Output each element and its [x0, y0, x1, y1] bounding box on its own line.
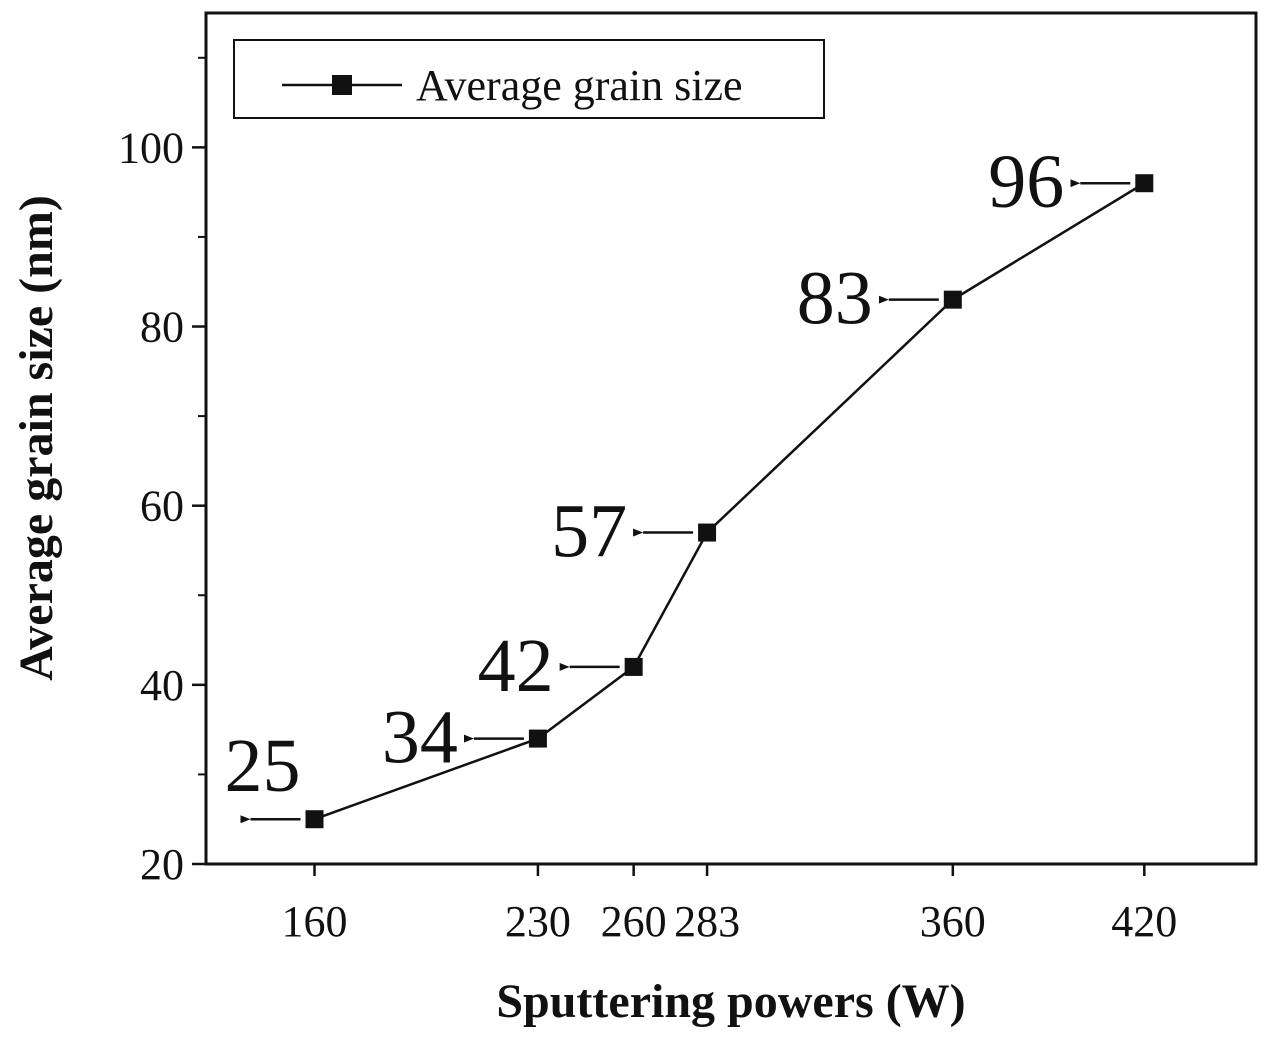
y-tick-label-80: 80	[140, 303, 184, 352]
x-tick-label-160: 160	[282, 897, 348, 946]
y-axis-title: Average grain size (nm)	[10, 195, 63, 681]
annotation-label-57: 57	[551, 490, 627, 574]
data-point-420	[1135, 174, 1154, 193]
y-tick-label-60: 60	[140, 482, 184, 531]
x-axis: 160 230 260 283 360 420	[282, 864, 1177, 946]
legend: Average grain size	[233, 39, 825, 119]
y-tick-label-100: 100	[118, 123, 184, 172]
plot-frame	[204, 11, 1258, 866]
x-tick-label-260: 260	[601, 897, 667, 946]
data-point-230	[528, 729, 547, 748]
x-tick-label-420: 420	[1111, 897, 1177, 946]
data-point-360	[943, 290, 962, 309]
x-tick-label-230: 230	[505, 897, 571, 946]
annotation-label-34: 34	[382, 696, 458, 780]
data-point-283	[698, 523, 717, 542]
y-tick-label-40: 40	[140, 661, 184, 710]
x-tick-label-283: 283	[674, 897, 740, 946]
data-point-260	[624, 657, 643, 676]
annotation-label-83: 83	[797, 257, 873, 341]
y-tick-label-20: 20	[140, 840, 184, 889]
x-tick-label-360: 360	[920, 897, 986, 946]
x-axis-title: Sputtering powers (W)	[496, 975, 965, 1028]
annotation-label-96: 96	[988, 140, 1064, 224]
y-axis: 20 40 60 80 100	[118, 56, 206, 889]
annotation-label-42: 42	[478, 624, 554, 708]
data-point-160	[305, 810, 324, 829]
annotation-label-25: 25	[225, 724, 301, 808]
legend-marker	[332, 75, 352, 95]
series-line	[314, 182, 1145, 821]
series-average-grain-size	[305, 174, 1154, 829]
legend-label: Average grain size	[416, 61, 743, 110]
